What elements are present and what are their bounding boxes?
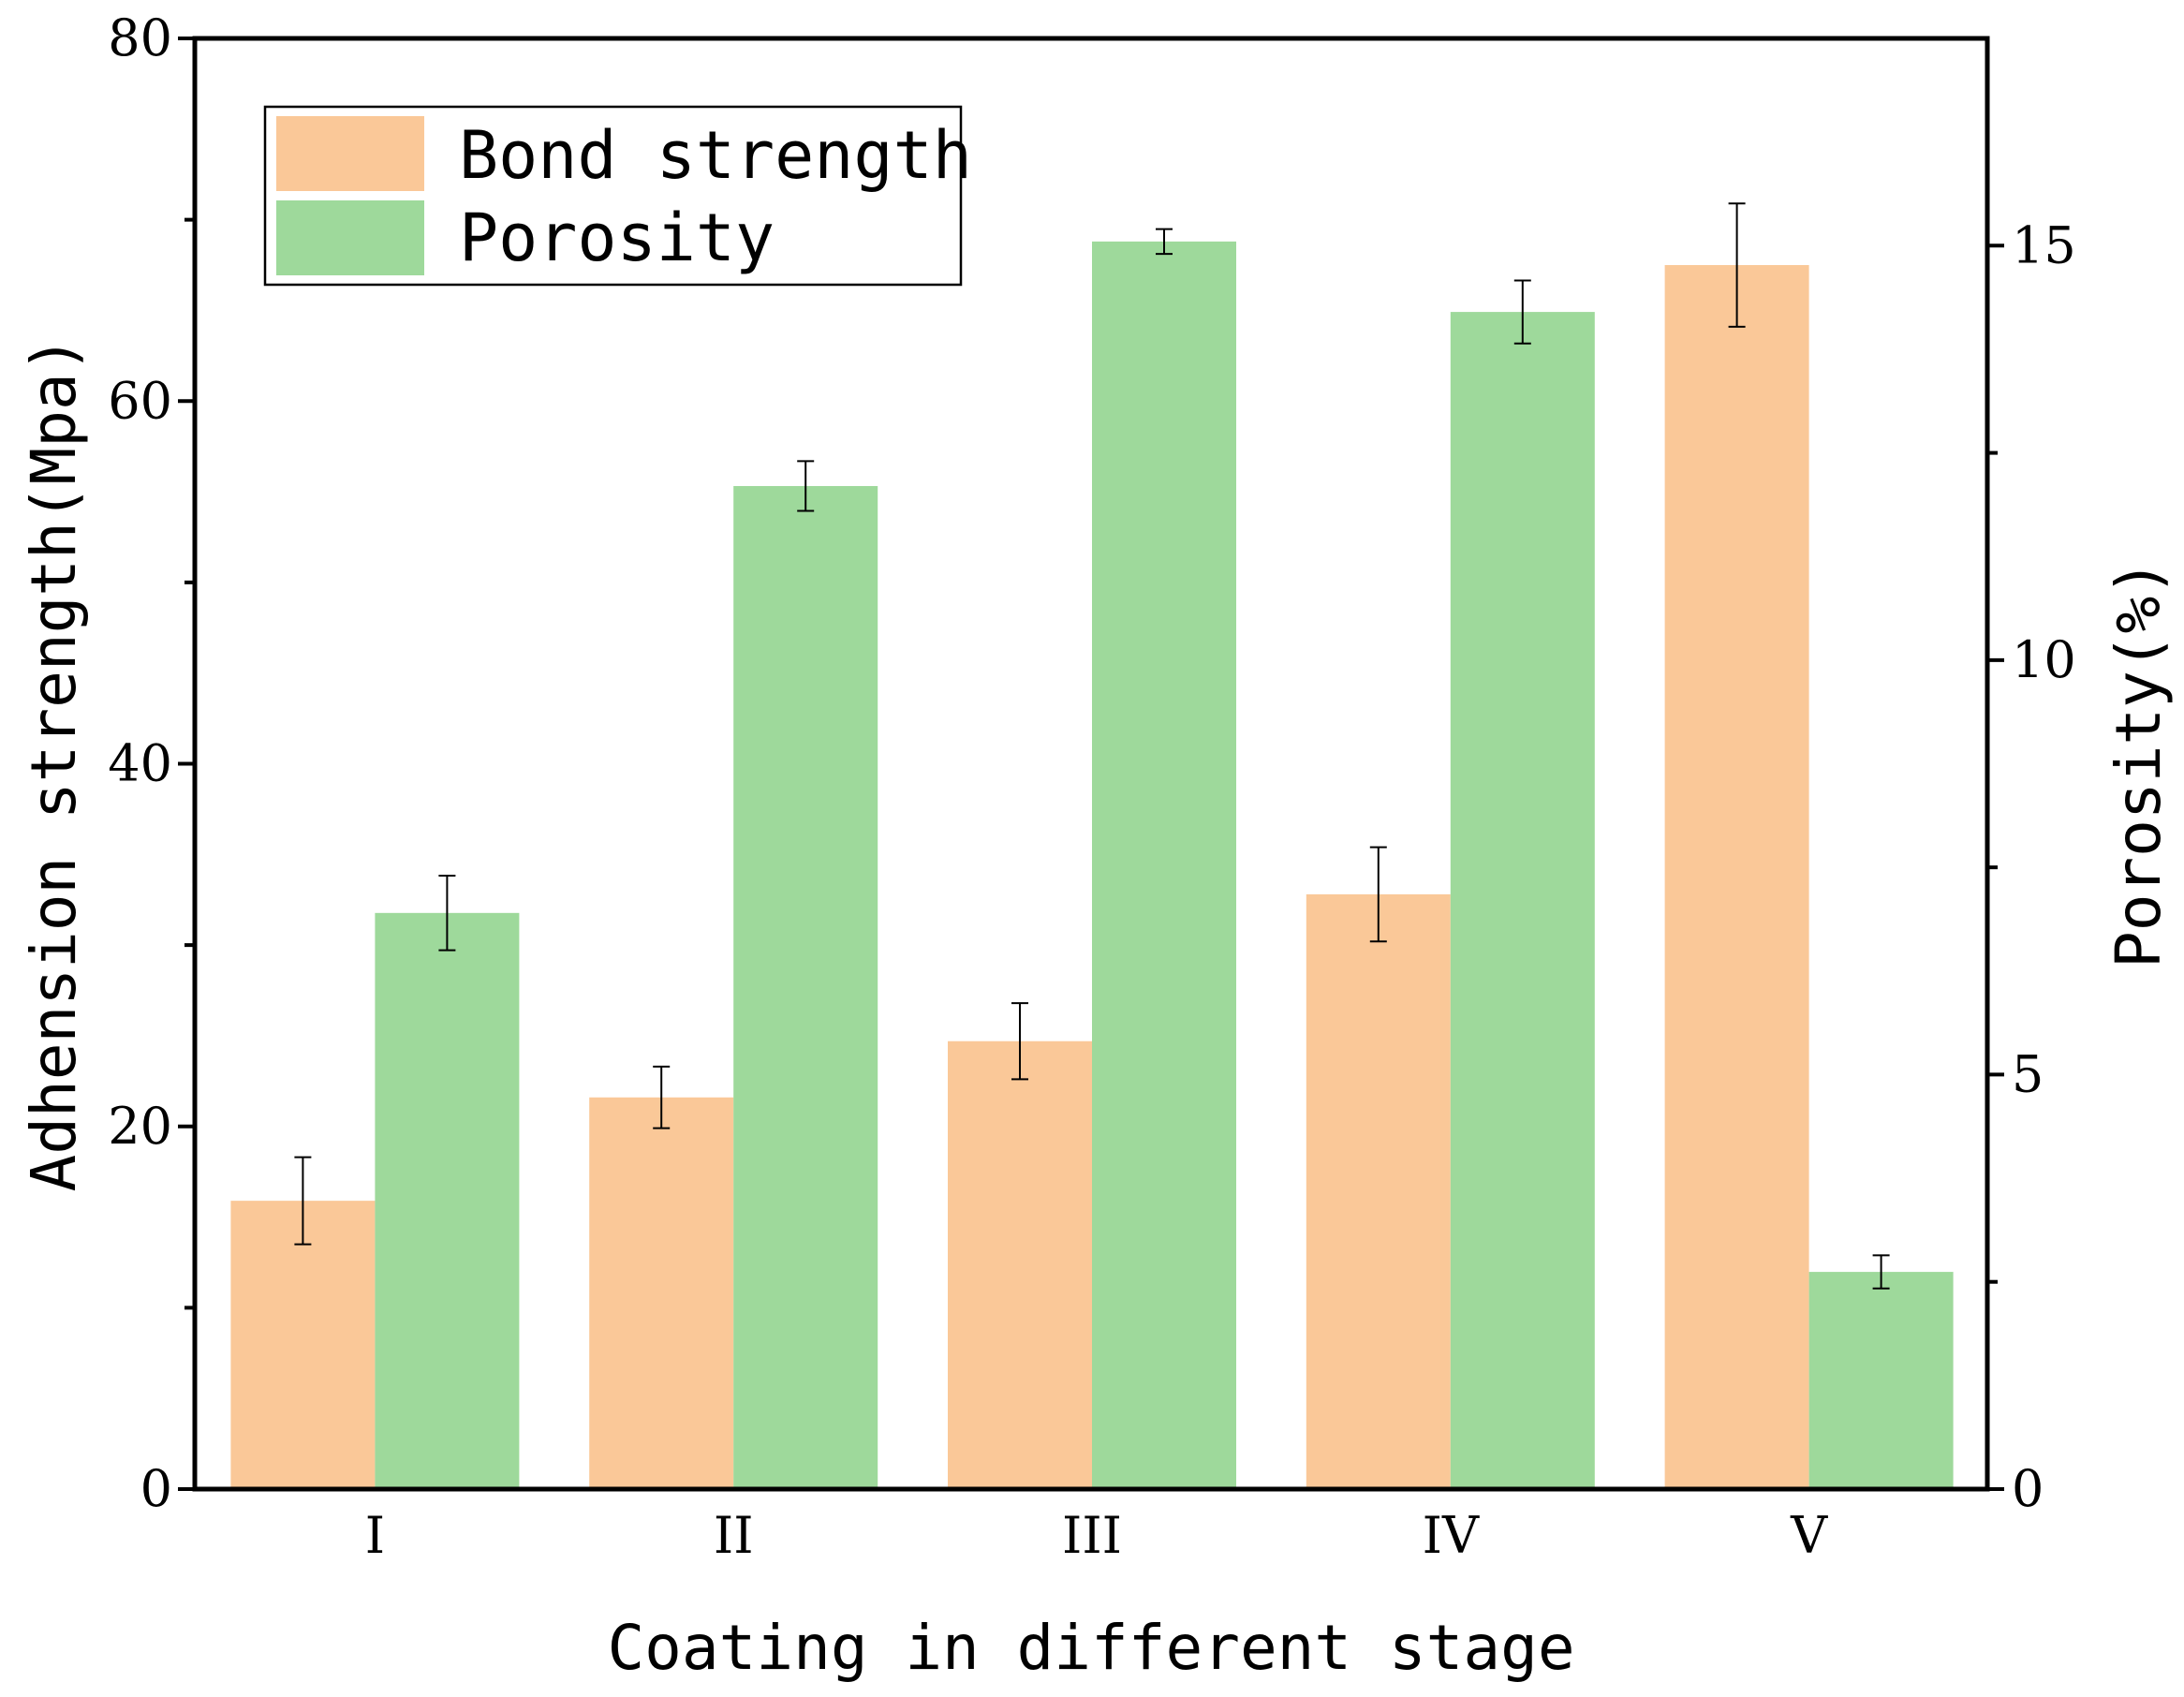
errorbar-bond-strength-I	[294, 1156, 312, 1246]
errorbar-bond-strength-IV	[1369, 846, 1387, 943]
right-tick-label: 15	[2012, 215, 2076, 274]
x-tick-label: IV	[1423, 1506, 1480, 1565]
errorbar-porosity-II	[797, 460, 815, 512]
bar-bond-strength-III	[948, 1040, 1092, 1489]
errorbar-bond-strength-V	[1728, 202, 1746, 328]
bar-bond-strength-I	[230, 1201, 376, 1489]
right-tick-label: 0	[2012, 1459, 2044, 1518]
legend-swatch-porosity	[276, 200, 424, 275]
left-tick-label: 40	[108, 734, 172, 793]
x-axis-title: Coating in different stage	[607, 1612, 1574, 1684]
bar-porosity-I	[375, 912, 520, 1489]
right-tick-label: 10	[2012, 630, 2076, 689]
errorbar-porosity-I	[438, 874, 456, 952]
legend-swatch-bond-strength	[276, 116, 424, 191]
errorbar-bond-strength-II	[653, 1065, 671, 1129]
right-y-axis: 0 5 10 15	[1987, 215, 2076, 1518]
errorbar-porosity-III	[1156, 228, 1173, 256]
legend-label-porosity: Porosity	[459, 199, 775, 276]
right-tick-label: 5	[2012, 1044, 2044, 1103]
bar-bond-strength-V	[1664, 265, 1809, 1489]
bar-porosity-V	[1808, 1272, 1954, 1489]
bar-porosity-II	[733, 485, 878, 1489]
right-y-axis-title: Porosity(%)	[2103, 559, 2175, 968]
left-y-axis-title: Adhension strength(Mpa)	[18, 336, 90, 1192]
bar-bond-strength-II	[589, 1097, 734, 1489]
left-y-axis: 0 20 40 60 80	[108, 8, 195, 1518]
errorbar-bond-strength-III	[1011, 1002, 1028, 1081]
x-tick-label: V	[1790, 1506, 1828, 1565]
left-tick-label: 0	[140, 1459, 172, 1518]
x-tick-label: I	[365, 1506, 385, 1565]
x-tick-label: II	[714, 1506, 754, 1565]
bars-layer	[230, 241, 1954, 1489]
left-tick-label: 20	[108, 1097, 172, 1156]
x-tick-label: III	[1062, 1506, 1122, 1565]
errorbars-layer	[294, 202, 1890, 1290]
bar-bond-strength-IV	[1306, 893, 1451, 1489]
left-tick-label: 60	[108, 371, 172, 430]
errorbar-porosity-V	[1872, 1254, 1890, 1290]
legend: Bond strength Porosity	[263, 105, 972, 287]
left-tick-label: 80	[108, 8, 172, 67]
x-axis: I II III IV V	[365, 1506, 1828, 1565]
bar-porosity-III	[1092, 241, 1236, 1489]
errorbar-porosity-IV	[1513, 279, 1531, 345]
legend-label-bond-strength: Bond strength	[459, 117, 972, 194]
bar-porosity-IV	[1450, 312, 1595, 1489]
